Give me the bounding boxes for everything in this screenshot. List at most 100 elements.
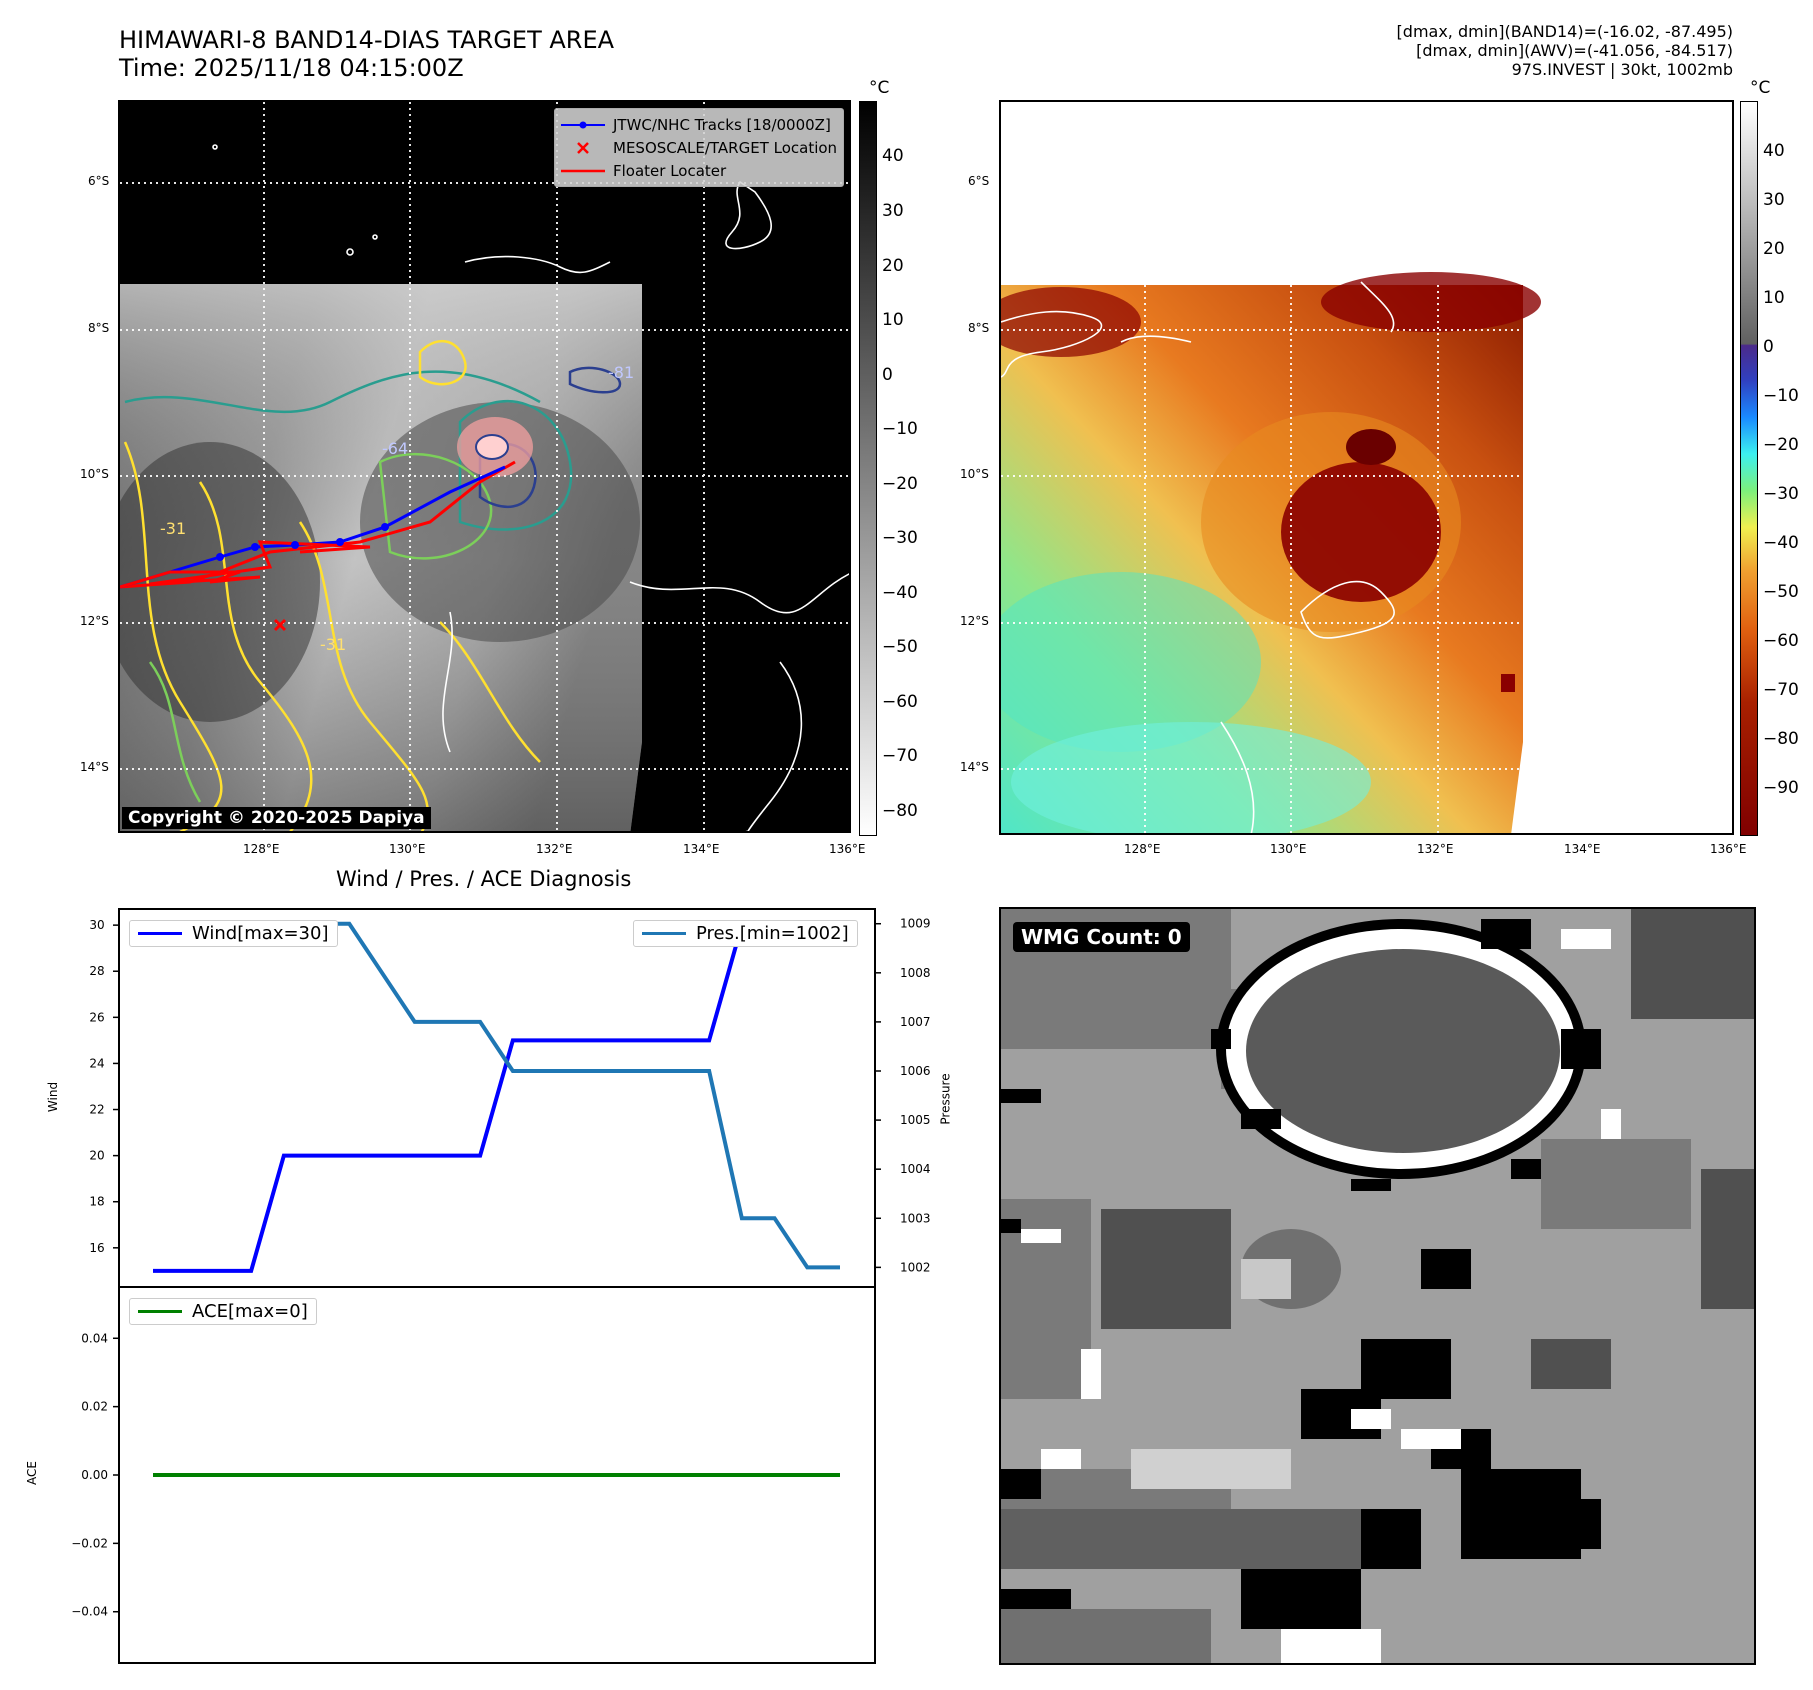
colorbar1-tick: −80	[882, 801, 918, 821]
pressure-ytick-label: 1009	[900, 917, 931, 931]
legend-item-tracks: JTWC/NHC Tracks [18/0000Z]	[561, 113, 837, 136]
map1-lon-label: 128°E	[243, 842, 280, 856]
colorbar2-tick: 40	[1763, 141, 1785, 161]
map2-lon-label: 134°E	[1564, 842, 1601, 856]
colorbar2-tick: 10	[1763, 288, 1785, 308]
colorbar1-tick: −60	[882, 692, 918, 712]
colorbar2-tick: −80	[1763, 729, 1799, 749]
ace-ytick-label: 0.00	[81, 1468, 108, 1482]
map1-lat-label: 10°S	[80, 467, 109, 481]
colorbar2-tick: 0	[1763, 337, 1774, 357]
legend-label-target: MESOSCALE/TARGET Location	[613, 138, 838, 157]
ir-colorbar	[859, 101, 877, 836]
map2-lat-label: 14°S	[960, 760, 989, 774]
pressure-ytick-label: 1005	[900, 1113, 931, 1127]
wind-ytick-label: 18	[89, 1195, 104, 1209]
colorbar2-tick: −20	[1763, 435, 1799, 455]
ace-ytick-label: 0.04	[81, 1331, 108, 1345]
colorbar2-tick: 30	[1763, 190, 1785, 210]
ace-axis-label: ACE	[24, 1461, 39, 1485]
colorbar1-unit: °C	[869, 78, 890, 98]
colorbar2-tick: −50	[1763, 582, 1799, 602]
wind-axis-label: Wind	[46, 1081, 61, 1113]
ace-ytick-label: −0.02	[71, 1536, 108, 1550]
map2-lat-label: 10°S	[960, 467, 989, 481]
contour-label-4: -31	[320, 635, 346, 654]
pressure-axis-label: Pressure	[938, 1073, 953, 1125]
map2-lon-label: 130°E	[1270, 842, 1307, 856]
wind-ytick-label: 20	[89, 1149, 104, 1163]
map1-lon-label: 134°E	[683, 842, 720, 856]
legend-label-floater: Floater Locater	[613, 161, 727, 180]
colorbar2-tick: 20	[1763, 239, 1785, 259]
map1-lon-label: 130°E	[389, 842, 426, 856]
pressure-legend: Pres.[min=1002]	[633, 920, 858, 947]
colorbar2-unit: °C	[1750, 78, 1771, 98]
ir-map-panel: -81 -64 -31 -31 JTWC/NHC Tracks [18/0000…	[118, 100, 851, 833]
contour-label-1: -81	[608, 363, 634, 382]
colorbar1-tick: 30	[882, 201, 904, 221]
annotation-line-3: 97S.INVEST | 30kt, 1002mb	[1511, 60, 1733, 79]
ace-legend-label: ACE[max=0]	[192, 1301, 308, 1322]
legend-track-line-icon	[561, 121, 605, 128]
map1-lat-label: 8°S	[88, 321, 110, 335]
awv-map-panel	[999, 100, 1734, 835]
contour-label-3: -31	[160, 519, 186, 538]
colorbar1-tick: 10	[882, 310, 904, 330]
wind-ytick-label: 26	[89, 1010, 104, 1024]
copyright-label: Copyright © 2020-2025 Dapiya	[122, 807, 431, 829]
pressure-ytick-label: 1007	[900, 1015, 931, 1029]
wmg-panel: WMG Count: 0	[999, 907, 1756, 1665]
colorbar1-tick: 0	[882, 365, 893, 385]
ace-ytick-label: 0.02	[81, 1400, 108, 1414]
colorbar2-tick: −70	[1763, 680, 1799, 700]
wmg-image	[1001, 909, 1754, 1663]
map1-lon-label: 132°E	[536, 842, 573, 856]
ace-legend-line-icon	[138, 1310, 182, 1313]
colorbar1-tick: −30	[882, 528, 918, 548]
legend-item-floater: Floater Locater	[561, 159, 837, 182]
pressure-ytick-label: 1008	[900, 966, 931, 980]
wind-legend-line-icon	[138, 932, 182, 935]
wind-ytick-label: 24	[89, 1056, 104, 1070]
map1-lat-label: 6°S	[88, 174, 110, 188]
title-line-2: Time: 2025/11/18 04:15:00Z	[119, 54, 464, 82]
wind-series-line	[153, 923, 840, 1273]
map2-lon-label: 136°E	[1710, 842, 1747, 856]
colorbar1-tick: −20	[882, 474, 918, 494]
colorbar2-tick: −40	[1763, 533, 1799, 553]
colorbar2-tick: −30	[1763, 484, 1799, 504]
chart-title: HIMAWARI-8 BAND14-DIAS TARGET AREA Time:…	[119, 26, 614, 82]
pressure-ytick-label: 1002	[900, 1260, 931, 1274]
colorbar1-tick: −10	[882, 419, 918, 439]
colorbar2-tick: −10	[1763, 386, 1799, 406]
map2-lat-label: 12°S	[960, 614, 989, 628]
diag-title: Wind / Pres. / ACE Diagnosis	[336, 867, 632, 891]
map2-lat-label: 8°S	[968, 321, 990, 335]
colorbar1-tick: −40	[882, 583, 918, 603]
wind-ytick-label: 16	[89, 1241, 104, 1255]
legend-item-target: MESOSCALE/TARGET Location	[561, 136, 837, 159]
map2-lon-label: 128°E	[1124, 842, 1161, 856]
pressure-ytick-label: 1004	[900, 1162, 931, 1176]
map1-lat-label: 14°S	[80, 760, 109, 774]
colorbar1-tick: 20	[882, 256, 904, 276]
map2-lon-label: 132°E	[1417, 842, 1454, 856]
pressure-legend-label: Pres.[min=1002]	[696, 923, 849, 944]
legend-label-tracks: JTWC/NHC Tracks [18/0000Z]	[613, 115, 831, 134]
colorbar2-tick: −90	[1763, 778, 1799, 798]
pressure-ytick-label: 1006	[900, 1064, 931, 1078]
annotation-line-2: [dmax, dmin](AWV)=(-41.056, -84.517)	[1416, 41, 1733, 60]
wind-legend: Wind[max=30]	[129, 920, 338, 947]
map-legend: JTWC/NHC Tracks [18/0000Z] MESOSCALE/TAR…	[554, 108, 845, 187]
map2-lat-label: 6°S	[968, 174, 990, 188]
map1-lon-label: 136°E	[829, 842, 866, 856]
colorbar1-tick: −70	[882, 746, 918, 766]
colorbar1-tick: −50	[882, 637, 918, 657]
map1-lat-label: 12°S	[80, 614, 109, 628]
ace-legend: ACE[max=0]	[129, 1298, 317, 1325]
contour-label-2: -64	[382, 439, 408, 458]
awv-colorbar	[1740, 101, 1758, 836]
annotation-block: [dmax, dmin](BAND14)=(-16.02, -87.495) […	[1397, 22, 1733, 79]
pressure-ytick-label: 1003	[900, 1211, 931, 1225]
